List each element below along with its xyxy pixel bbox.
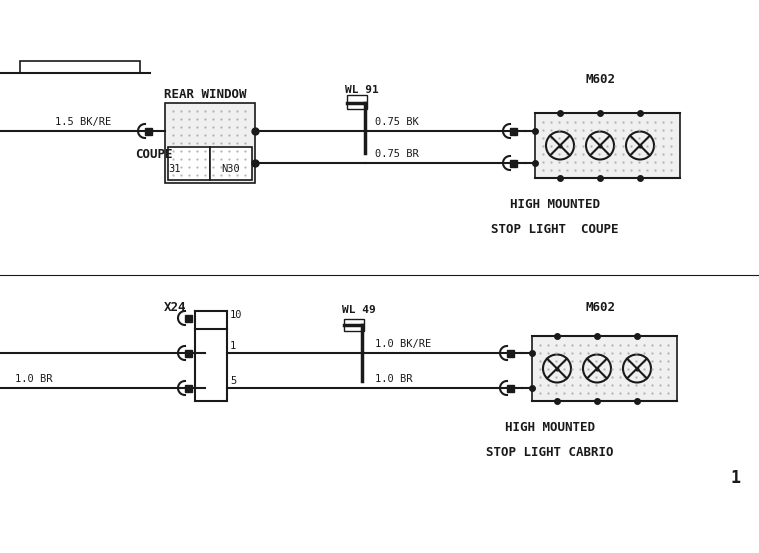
Text: 10: 10 [230, 310, 242, 320]
Text: WL 49: WL 49 [342, 305, 376, 315]
Bar [507, 384, 514, 392]
Text: REAR WINDOW: REAR WINDOW [164, 88, 246, 101]
Text: N30: N30 [222, 164, 241, 174]
Bar [20, 61, 140, 73]
Text: 0.75 BK: 0.75 BK [375, 117, 419, 127]
Bar [210, 147, 252, 180]
Bar [510, 128, 517, 134]
Text: STOP LIGHT CABRIO: STOP LIGHT CABRIO [487, 446, 614, 459]
Text: X24: X24 [164, 301, 186, 314]
Bar [185, 349, 192, 357]
Text: COUPE: COUPE [135, 148, 172, 161]
Text: 0.75 BR: 0.75 BR [375, 149, 419, 159]
Text: M602: M602 [585, 301, 615, 314]
Text: 31: 31 [168, 164, 181, 174]
Text: HIGH MOUNTED: HIGH MOUNTED [510, 198, 600, 211]
Bar [344, 319, 364, 331]
Text: 1: 1 [230, 341, 236, 351]
Text: 1.0 BK/RE: 1.0 BK/RE [375, 339, 431, 349]
Text: 1.0 BR: 1.0 BR [15, 374, 52, 384]
Bar [185, 315, 192, 321]
Text: 1.5 BK/RE: 1.5 BK/RE [55, 117, 112, 127]
Text: WL 91: WL 91 [345, 85, 379, 95]
Bar [195, 329, 227, 401]
Bar [185, 384, 192, 392]
Bar [145, 128, 152, 134]
Text: 1.0 BR: 1.0 BR [375, 374, 412, 384]
Bar [510, 159, 517, 166]
Text: STOP LIGHT  COUPE: STOP LIGHT COUPE [491, 223, 619, 236]
Text: 1: 1 [730, 469, 740, 487]
Text: M602: M602 [585, 73, 615, 86]
Bar [535, 113, 680, 178]
Bar [168, 147, 210, 180]
Bar [532, 336, 677, 401]
Bar [507, 349, 514, 357]
Text: 5: 5 [230, 376, 236, 386]
Text: HIGH MOUNTED: HIGH MOUNTED [505, 421, 595, 434]
Bar [165, 103, 255, 183]
Bar [347, 95, 367, 109]
